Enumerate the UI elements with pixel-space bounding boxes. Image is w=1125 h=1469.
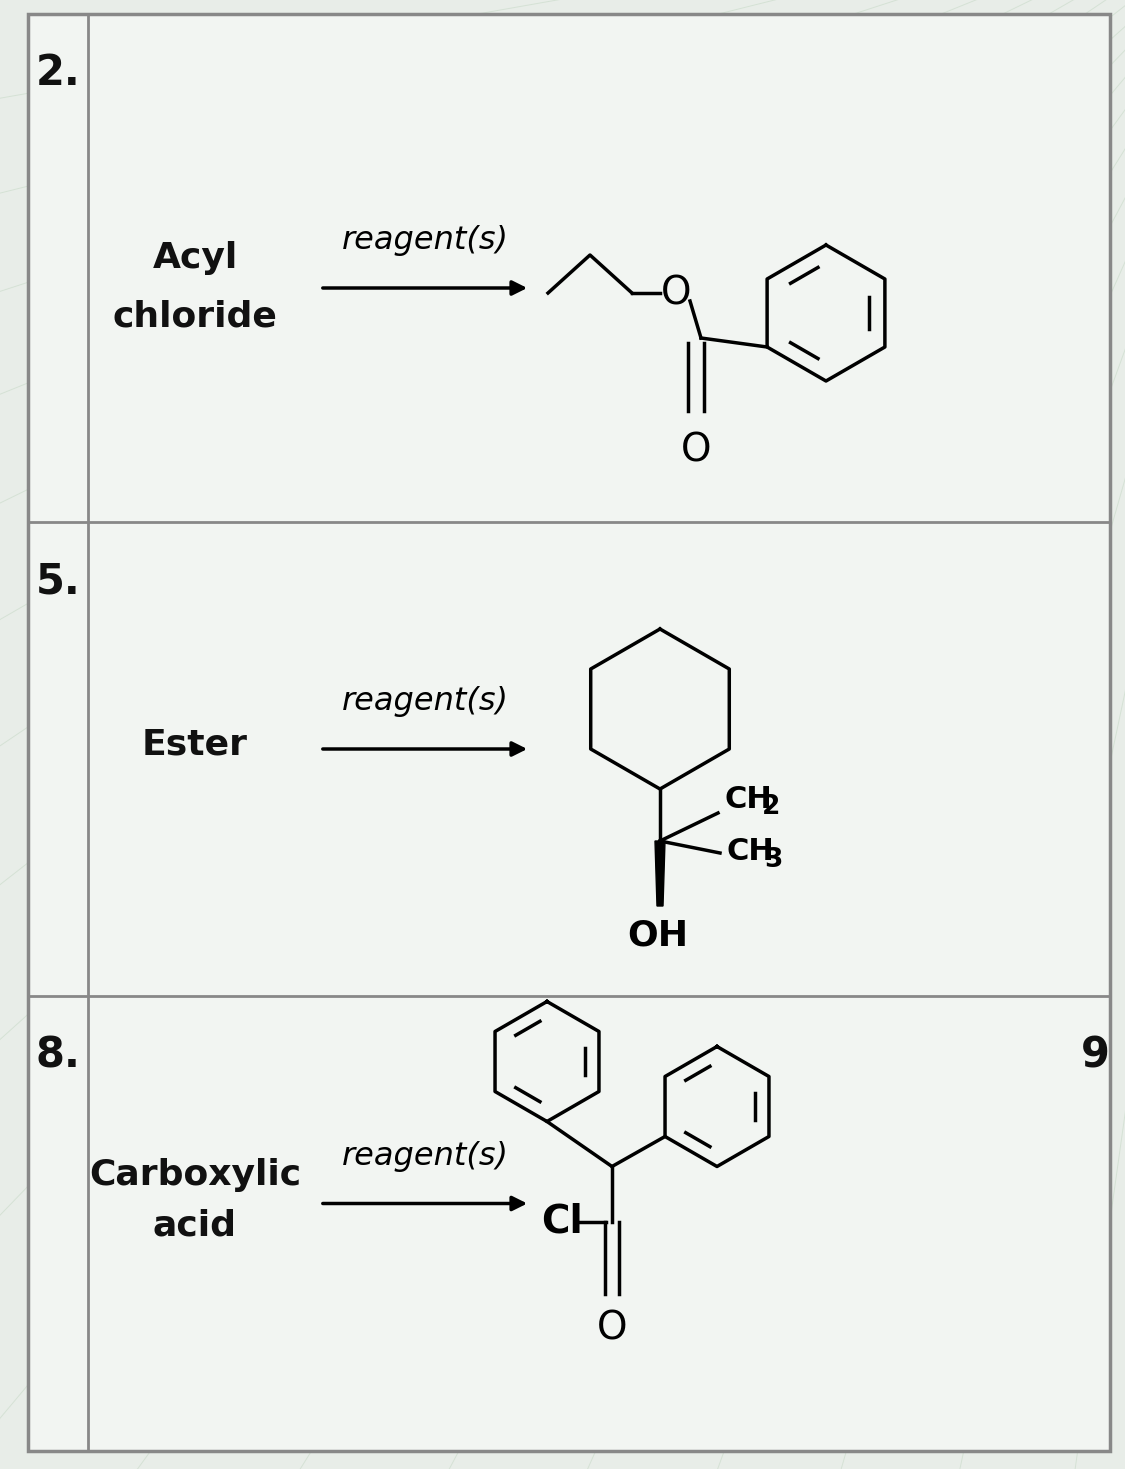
Text: reagent(s): reagent(s) xyxy=(342,225,508,256)
Text: CH: CH xyxy=(726,836,774,865)
Text: acid: acid xyxy=(153,1209,237,1243)
Text: CH: CH xyxy=(724,784,772,814)
Text: 5.: 5. xyxy=(36,560,80,602)
Text: Acyl: Acyl xyxy=(152,241,237,275)
Text: 9: 9 xyxy=(1080,1034,1109,1075)
Text: Ester: Ester xyxy=(142,727,248,761)
Polygon shape xyxy=(655,840,665,906)
Text: 3: 3 xyxy=(764,848,782,873)
Text: reagent(s): reagent(s) xyxy=(342,1140,508,1171)
Text: O: O xyxy=(681,430,711,469)
Text: 2: 2 xyxy=(762,795,781,820)
Text: reagent(s): reagent(s) xyxy=(342,686,508,717)
Text: chloride: chloride xyxy=(112,300,278,333)
Text: O: O xyxy=(596,1309,628,1347)
Text: 8.: 8. xyxy=(36,1034,81,1075)
Text: Carboxylic: Carboxylic xyxy=(89,1159,302,1193)
Text: O: O xyxy=(660,275,691,311)
Text: OH: OH xyxy=(628,918,688,952)
Text: 2.: 2. xyxy=(36,51,80,94)
Text: Cl: Cl xyxy=(541,1203,583,1240)
